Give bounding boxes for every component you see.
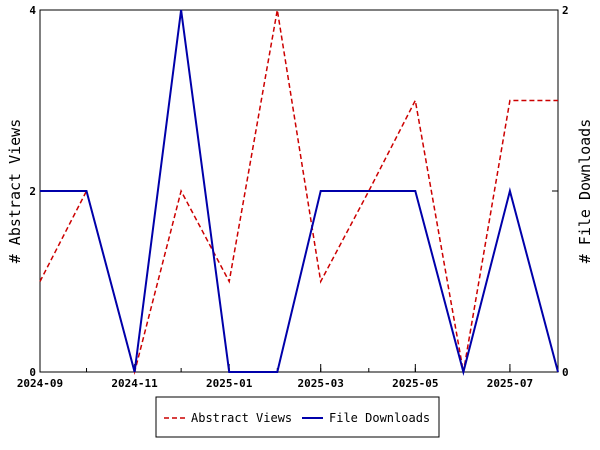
x-tick-label: 2025-07 (487, 377, 533, 390)
x-tick-label: 2025-05 (392, 377, 438, 390)
y-right-tick-label: 0 (562, 366, 569, 379)
axis-ticks (39, 9, 559, 373)
plot-area (39, 9, 559, 373)
x-tick-label: 2025-01 (206, 377, 253, 390)
legend-label-abstract-views: Abstract Views (191, 411, 292, 425)
y-right-tick-label: 2 (562, 4, 569, 17)
y-left-tick-label: 0 (29, 366, 36, 379)
x-tick-label: 2024-09 (17, 377, 63, 390)
series-lines (39, 9, 559, 376)
plot-frame (39, 9, 559, 373)
y-left-tick-label: 4 (29, 4, 36, 17)
x-tick-label: 2025-03 (298, 377, 344, 390)
y-axis-right-title: # File Downloads (576, 119, 594, 264)
x-tick-label: 2024-11 (111, 377, 158, 390)
series-line-file-downloads (40, 9, 559, 376)
y-axis-left-title: # Abstract Views (6, 119, 24, 264)
legend: Abstract Views File Downloads (155, 396, 440, 438)
axis-tick-labels: 2024-09 2024-11 2025-01 2025-03 2025-05 2025-… (17, 4, 569, 390)
legend-label-file-downloads: File Downloads (329, 411, 430, 425)
y-left-tick-label: 2 (29, 185, 36, 198)
legend-box (155, 396, 440, 438)
series-line-abstract-views (39, 9, 558, 375)
